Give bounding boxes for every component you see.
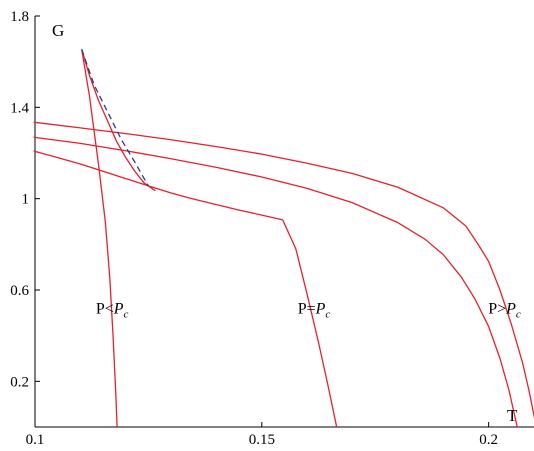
y-tick-label: 0.6 bbox=[10, 283, 29, 299]
axes bbox=[34, 15, 534, 428]
y-tick-label: 1 bbox=[22, 192, 30, 208]
curve-annotation-3: P>Pc bbox=[488, 300, 521, 320]
x-tick-label: 0.1 bbox=[26, 432, 45, 448]
x-tick-label: 0.15 bbox=[249, 432, 275, 448]
y-tick-label: 1.8 bbox=[10, 9, 29, 25]
curve-annotation-2: P=Pc bbox=[298, 300, 331, 320]
series-curve-6 bbox=[81, 49, 149, 187]
curve-annotation-1: P<Pc bbox=[96, 300, 129, 320]
x-axis-label: T bbox=[507, 406, 518, 425]
tick-labels: 0.1 0.15 0.2 0.2 0.6 1 1.4 1.8 bbox=[10, 9, 498, 448]
series-curve-5 bbox=[81, 49, 156, 192]
series-curve-1 bbox=[33, 150, 338, 428]
y-tick-label: 0.2 bbox=[10, 374, 29, 390]
y-tick-label: 1.4 bbox=[10, 100, 29, 116]
series-curve-3 bbox=[33, 121, 534, 419]
series-layer bbox=[33, 49, 534, 428]
annotations: P<Pc P=Pc P>Pc bbox=[96, 300, 521, 320]
x-tick-label: 0.2 bbox=[479, 432, 498, 448]
series-curve-4 bbox=[81, 49, 118, 428]
y-axis-label: G bbox=[52, 21, 64, 40]
series-curve-2 bbox=[33, 136, 518, 428]
